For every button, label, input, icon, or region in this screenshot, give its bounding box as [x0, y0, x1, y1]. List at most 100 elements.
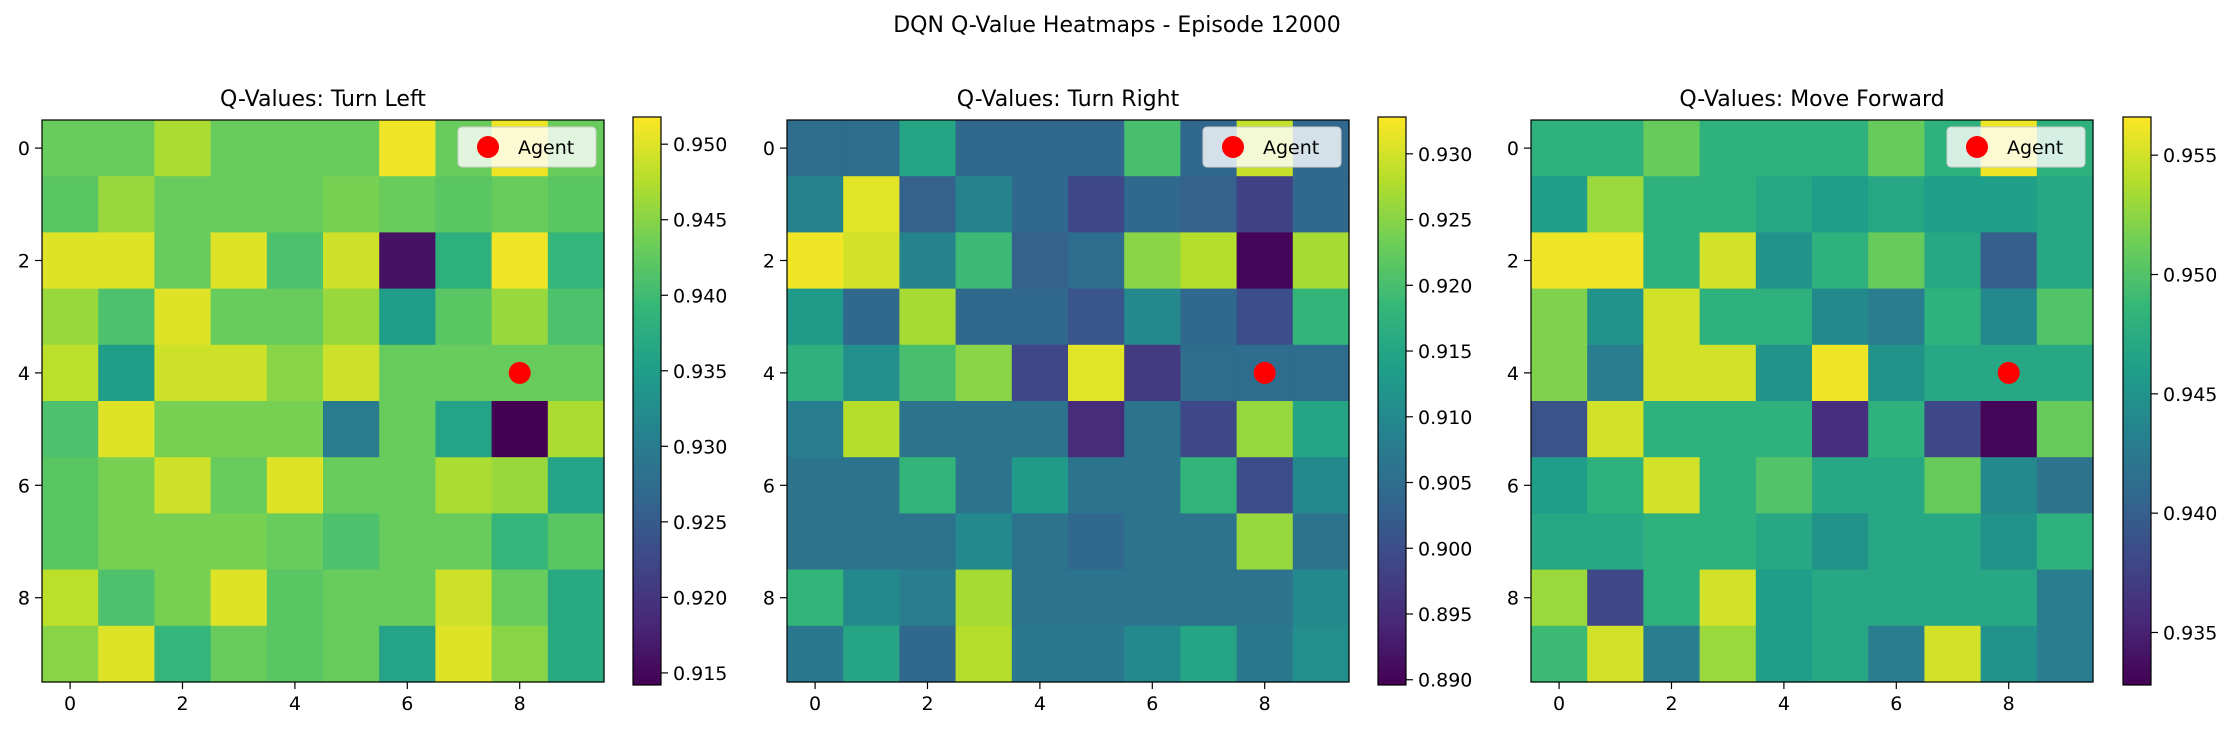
- colorbar-tick-label: 0.950: [673, 134, 727, 156]
- y-tick-label: 6: [1507, 475, 1519, 497]
- heatmap-cell: [899, 176, 957, 233]
- heatmap-cell: [2036, 457, 2094, 514]
- heatmap-cell: [1180, 457, 1238, 514]
- heatmap-cell: [1924, 344, 1982, 402]
- heatmap-cell: [1124, 344, 1181, 402]
- legend-label: Agent: [2007, 137, 2063, 159]
- heatmap-cell: [154, 513, 212, 571]
- heatmap-cell: [1292, 232, 1350, 290]
- panel-title: Q-Values: Turn Left: [220, 87, 426, 112]
- heatmap-cell: [266, 401, 324, 458]
- colorbar-tick-label: 0.955: [2163, 145, 2217, 167]
- heatmap-cell: [323, 288, 380, 346]
- y-tick-label: 8: [763, 588, 775, 610]
- heatmap-cell: [1068, 513, 1125, 571]
- heatmap-cell: [1180, 569, 1238, 627]
- heatmap-cell: [323, 176, 380, 233]
- heatmap-cell: [787, 288, 844, 346]
- heatmap-cell: [1980, 401, 2038, 458]
- heatmap-cell: [2036, 176, 2094, 233]
- heatmap-cell: [899, 513, 957, 571]
- heatmap-cell: [379, 120, 436, 177]
- heatmap-cell: [1011, 176, 1069, 233]
- heatmap-cell: [1868, 344, 1925, 402]
- heatmap-cell: [379, 176, 436, 233]
- heatmap-cell: [435, 625, 493, 683]
- y-tick-label: 4: [18, 363, 30, 385]
- heatmap-cell: [1643, 457, 1701, 514]
- heatmap-cell: [1292, 625, 1350, 683]
- heatmap-cell: [1699, 401, 1757, 458]
- heatmap-cell: [1587, 344, 1644, 402]
- heatmap-cell: [1236, 176, 1294, 233]
- y-tick-label: 6: [18, 475, 30, 497]
- heatmap-cell: [1587, 120, 1644, 177]
- heatmap-cell: [1011, 344, 1069, 402]
- heatmap-cell: [843, 401, 900, 458]
- colorbar-tick-label: 0.925: [1418, 210, 1472, 232]
- colorbar-tick-label: 0.895: [1418, 604, 1472, 626]
- heatmap-cell: [1980, 513, 2038, 571]
- heatmap-cell: [1980, 176, 2038, 233]
- heatmap-cell: [98, 120, 155, 177]
- heatmap-cell: [1868, 457, 1925, 514]
- heatmap-cell: [547, 176, 605, 233]
- heatmap-cell: [323, 344, 380, 402]
- heatmap-cell: [1755, 120, 1813, 177]
- heatmap-cell: [1924, 176, 1982, 233]
- heatmap-cell: [98, 344, 155, 402]
- heatmap-cell: [1236, 232, 1294, 290]
- heatmap-cell: [787, 176, 844, 233]
- heatmap-cell: [1292, 288, 1350, 346]
- heatmap-cell: [435, 513, 493, 571]
- heatmap-cell: [843, 120, 900, 177]
- heatmap-cell: [154, 120, 212, 177]
- heatmap-cell: [1292, 457, 1350, 514]
- heatmap-cell: [1124, 232, 1181, 290]
- heatmap-cell: [1068, 120, 1125, 177]
- heatmap-cell: [843, 232, 900, 290]
- axes-frame: [41, 119, 605, 683]
- heatmap-cell: [1292, 401, 1350, 458]
- heatmap-cell: [379, 232, 436, 290]
- heatmap-cell: [1531, 401, 1588, 458]
- heatmap-cell: [1812, 513, 1869, 571]
- heatmap-cell: [1643, 288, 1701, 346]
- heatmap-cell: [547, 401, 605, 458]
- heatmap-cell: [210, 625, 268, 683]
- heatmap-cell: [1980, 625, 2038, 683]
- heatmap-cell: [1587, 513, 1644, 571]
- y-tick-label: 0: [18, 138, 30, 160]
- heatmap-cell: [1180, 513, 1238, 571]
- x-tick-label: 6: [1146, 693, 1158, 715]
- heatmap-cell: [154, 232, 212, 290]
- heatmap-cell: [1124, 288, 1181, 346]
- heatmap-cell: [899, 401, 957, 458]
- heatmap-cell: [1980, 232, 2038, 290]
- heatmap-cell: [1812, 288, 1869, 346]
- y-tick-label: 0: [1507, 138, 1519, 160]
- heatmap-cell: [154, 457, 212, 514]
- heatmap-cell: [323, 457, 380, 514]
- heatmap-cell: [1755, 457, 1813, 514]
- heatmap-cell: [266, 176, 324, 233]
- heatmap-cell: [42, 457, 99, 514]
- heatmap-cell: [42, 120, 99, 177]
- heatmap-cell: [435, 232, 493, 290]
- heatmap-cell: [1068, 625, 1125, 683]
- heatmap-cell: [266, 232, 324, 290]
- heatmap-cell: [266, 457, 324, 514]
- x-tick-label: 4: [1034, 693, 1046, 715]
- x-tick-label: 4: [1778, 693, 1790, 715]
- heatmap-cell: [491, 401, 549, 458]
- heatmap-cell: [154, 401, 212, 458]
- heatmap-cell: [98, 176, 155, 233]
- heatmap-cell: [1531, 120, 1588, 177]
- heatmap-cell: [1755, 176, 1813, 233]
- heatmap-cell: [1868, 232, 1925, 290]
- heatmap-cell: [843, 344, 900, 402]
- heatmap-cell: [435, 288, 493, 346]
- heatmap-cell: [955, 176, 1013, 233]
- heatmap-cell: [787, 513, 844, 571]
- heatmap-cell: [2036, 401, 2094, 458]
